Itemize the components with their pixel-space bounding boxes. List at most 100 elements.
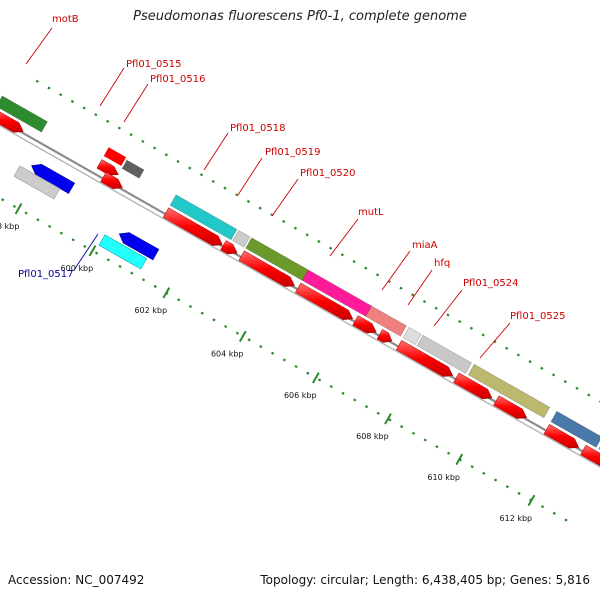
ruler-label: 602 kbp: [134, 306, 167, 315]
minus-gene-blue: [118, 232, 160, 261]
ruler-tick: [364, 266, 368, 270]
ruler-tick: [47, 224, 52, 229]
pfl01-0518-gene: [169, 194, 238, 241]
ruler-label: 604 kbp: [211, 350, 244, 359]
cds-arrow: [376, 329, 393, 343]
ruler-tick: [563, 380, 567, 384]
ruler-tick: [340, 253, 344, 257]
leader-pfl01-0520: [271, 178, 299, 217]
ruler-tick: [258, 206, 262, 210]
cds-arrow: [580, 444, 600, 467]
ruler-tick: [505, 485, 509, 489]
major-tick: [455, 453, 464, 466]
ruler-tick: [493, 478, 498, 482]
ruler-tick: [469, 326, 474, 330]
cds-arrow: [96, 159, 119, 176]
map-title: Pseudomonas fluorescens Pf0-1, complete …: [133, 9, 467, 24]
ruler-tick: [70, 99, 75, 103]
ruler-label: 600 kbp: [61, 264, 94, 273]
ruler-tick: [388, 418, 392, 422]
ruler-tick: [117, 126, 122, 130]
ruler-tick: [423, 438, 427, 442]
pfl01-0515-gene: [103, 147, 127, 166]
ruler-tick: [83, 244, 87, 249]
motB-gene: [0, 95, 48, 133]
ruler-tick: [376, 411, 380, 415]
ruler-tick: [152, 146, 157, 150]
ruler-tick: [375, 273, 380, 277]
ruler-tick: [130, 271, 134, 275]
ruler-tick: [141, 139, 145, 143]
ruler-tick: [36, 218, 40, 222]
major-tick: [527, 494, 536, 507]
major-tick: [162, 287, 171, 299]
ruler-label: 598 kbp: [0, 222, 19, 231]
cds-arrow: [543, 423, 580, 449]
ruler-tick: [422, 299, 427, 304]
gene-label-pfl01-0520: Pfl01_0520: [300, 168, 356, 179]
ruler-tick: [235, 331, 240, 335]
pfl01-0524-gene: [416, 334, 473, 374]
gene-label-pfl01-0519: Pfl01_0519: [265, 147, 321, 158]
ruler-tick: [224, 324, 228, 329]
cds-arrow: [294, 282, 354, 320]
ruler-tick: [106, 258, 110, 262]
leader-pfl01-0515: [99, 67, 125, 107]
ruler-tick: [1, 198, 5, 202]
cds-arrow: [395, 339, 454, 377]
ruler-tick: [59, 93, 63, 97]
ruler-tick: [246, 199, 251, 204]
gene-label-motB: motB: [52, 14, 79, 25]
leader-miaA: [381, 250, 411, 291]
ruler-ticks: 598 kbp 600 kbp 602 kbp 604 kbp 606 kbp 608 k…: [0, 79, 600, 523]
ruler-tick: [517, 491, 521, 495]
backbone-line: [0, 124, 600, 468]
ruler-tick: [353, 398, 357, 402]
ruler-tick: [400, 425, 404, 429]
ruler-tick: [200, 311, 204, 315]
ruler-tick: [141, 278, 146, 282]
ruler-tick: [458, 320, 462, 324]
ruler-tick: [270, 351, 275, 355]
cds-arrow: [352, 315, 377, 334]
cds-arrow: [100, 171, 123, 189]
ruler-tick: [71, 238, 75, 242]
ruler-tick: [528, 360, 532, 364]
ruler-tick: [235, 193, 239, 197]
cds-arrow: [453, 372, 493, 400]
ruler-tick: [434, 306, 438, 310]
ruler-tick: [176, 159, 180, 163]
cds-arrow: [220, 240, 238, 255]
ruler-tick: [188, 304, 193, 309]
ruler-tick: [341, 391, 345, 395]
pfl01-0525-gene: [467, 363, 551, 419]
ruler-tick: [540, 366, 544, 370]
ruler-tick: [470, 465, 474, 469]
hfq-gene: [402, 326, 422, 346]
ruler-tick: [446, 313, 450, 317]
ruler-tick: [551, 373, 556, 377]
pfl01-0517-gene: [98, 234, 148, 270]
ruler-tick: [364, 405, 369, 409]
major-tick: [312, 372, 320, 384]
ruler-tick: [587, 393, 591, 397]
leader-pfl01-0516: [123, 83, 149, 123]
ruler-tick: [505, 346, 509, 350]
ruler-tick: [47, 86, 51, 90]
leader-pfl01-0525: [479, 322, 511, 359]
major-tick: [238, 330, 247, 343]
ruler-tick: [282, 219, 286, 224]
leader-pfl01-0517: [73, 233, 99, 271]
ruler-tick: [329, 385, 333, 389]
leader-pfl01-0518: [203, 132, 229, 171]
ruler-tick: [482, 471, 486, 475]
ruler-tick: [447, 451, 451, 455]
leader-pfl01-0524: [433, 289, 463, 327]
pfl01-0516-gene: [121, 159, 145, 179]
ruler-tick: [188, 166, 192, 170]
gene-label-pfl01-0525: Pfl01_0525: [510, 311, 566, 322]
ruler-label: 608 kbp: [356, 432, 389, 441]
leader-motB: [25, 27, 53, 65]
ruler-tick: [153, 284, 157, 289]
